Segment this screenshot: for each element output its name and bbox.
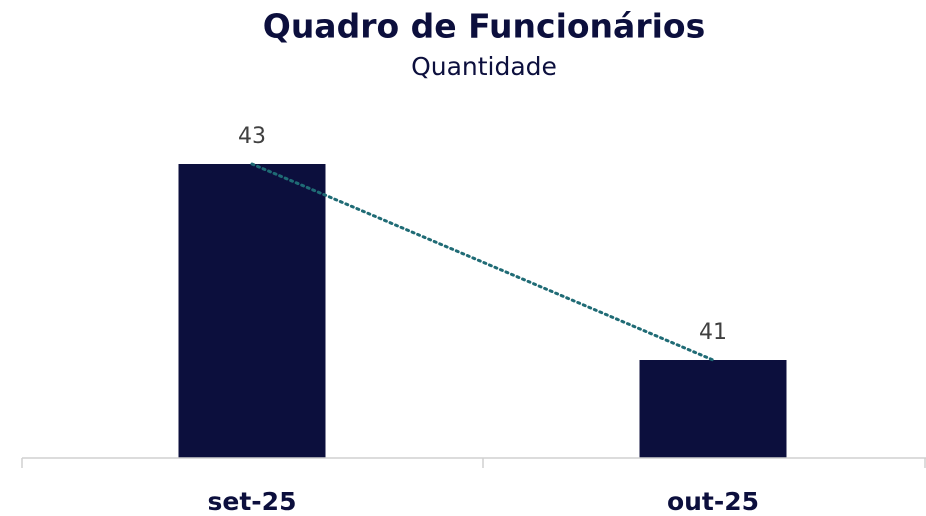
trendline xyxy=(250,162,715,362)
chart-title: Quadro de Funcionários xyxy=(263,7,705,46)
bar xyxy=(639,360,787,458)
x-tick-label: out-25 xyxy=(667,487,759,516)
value-label: 41 xyxy=(699,320,727,345)
chart-subtitle: Quantidade xyxy=(411,52,557,81)
value-label: 43 xyxy=(238,124,266,149)
bar xyxy=(178,164,326,458)
x-tick-label: set-25 xyxy=(208,487,297,516)
